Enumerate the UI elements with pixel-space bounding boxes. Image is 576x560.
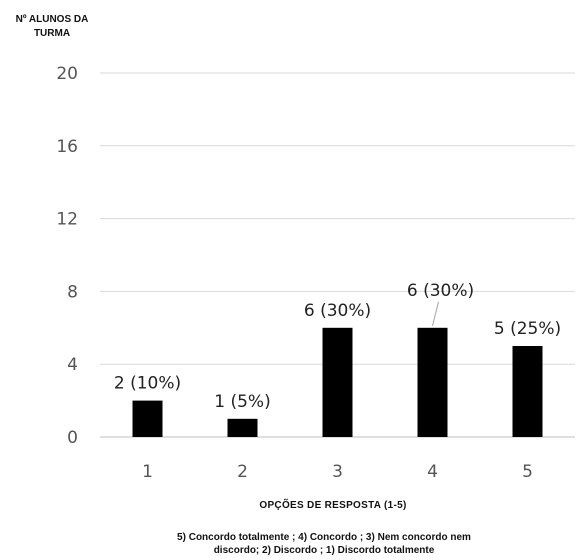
bar-2 [227,418,258,437]
y-tick-label: 4 [67,355,78,375]
data-label: 2 (10%) [114,374,181,394]
bar-1 [132,400,163,437]
y-tick-label: 8 [67,282,78,302]
bar-4 [417,327,448,437]
x-tick-label: 5 [522,462,533,482]
x-tick-label: 3 [332,462,343,482]
x-tick-label: 2 [237,462,248,482]
legend-caption-line-1: 5) Concordo totalmente ; 4) Concordo ; 3… [177,532,471,543]
data-label: 6 (30%) [407,281,474,301]
gridlines [100,72,575,438]
y-tick-label: 0 [67,428,78,448]
data-labels: 2 (10%) 1 (5%) 6 (30%) 6 (30%) 5 (25%) [114,281,561,412]
leader-lines [432,301,439,326]
x-tick-label: 1 [142,462,153,482]
y-tick-label: 16 [56,137,78,157]
y-axis-label-line-1: Nº ALUNOS DA [16,14,89,25]
data-label: 5 (25%) [494,319,561,339]
bar-3 [322,327,353,437]
legend-caption-line-2: discordo; 2) Discordo ; 1) Discordo tota… [214,545,435,556]
y-tick-label: 12 [56,210,78,230]
leader-line [432,301,439,326]
data-label: 1 (5%) [214,392,270,412]
bar-5 [512,346,543,437]
y-axis-label-line-2: TURMA [34,28,70,39]
x-tick-label: 4 [427,462,438,482]
bars [132,327,543,437]
y-tick-label: 20 [56,64,78,84]
data-label: 6 (30%) [304,301,371,321]
y-tick-labels: 0 4 8 12 16 20 [56,64,78,448]
x-tick-labels: 1 2 3 4 5 [142,462,533,482]
x-axis-label: OPÇÕES DE RESPOSTA (1-5) [259,498,406,511]
